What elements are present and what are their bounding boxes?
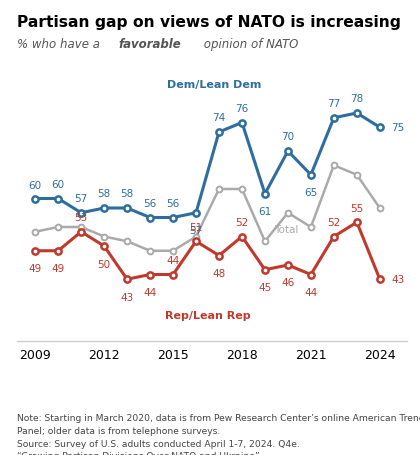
Text: 65: 65	[304, 188, 318, 198]
Text: Panel; older data is from telephone surveys.: Panel; older data is from telephone surv…	[17, 426, 220, 435]
Text: 43: 43	[121, 292, 134, 302]
Text: Note: Starting in March 2020, data is from Pew Research Center’s online American: Note: Starting in March 2020, data is fr…	[17, 413, 420, 422]
Text: 60: 60	[29, 181, 42, 191]
Text: 49: 49	[29, 263, 42, 273]
Text: 49: 49	[52, 263, 65, 273]
Text: 44: 44	[166, 255, 180, 265]
Text: 58: 58	[97, 189, 111, 199]
Text: 57: 57	[74, 193, 88, 203]
Text: 55: 55	[350, 203, 363, 213]
Text: favorable: favorable	[118, 38, 181, 51]
Text: Rep/Lean Rep: Rep/Lean Rep	[165, 310, 250, 320]
Text: 44: 44	[304, 288, 318, 298]
Text: 74: 74	[213, 113, 226, 123]
Text: 58: 58	[121, 189, 134, 199]
Text: 56: 56	[166, 198, 180, 208]
Text: 52: 52	[235, 217, 249, 228]
Text: 57: 57	[189, 226, 202, 236]
Text: Source: Survey of U.S. adults conducted April 1-7, 2024. Q4e.: Source: Survey of U.S. adults conducted …	[17, 439, 299, 448]
Text: opinion of NATO: opinion of NATO	[200, 38, 298, 51]
Text: Total: Total	[274, 225, 299, 235]
Text: 51: 51	[189, 222, 202, 232]
Text: 50: 50	[97, 259, 111, 269]
Text: 48: 48	[213, 268, 226, 278]
Text: 52: 52	[327, 217, 341, 228]
Text: 77: 77	[327, 99, 341, 109]
Text: 46: 46	[281, 278, 294, 288]
Text: 76: 76	[235, 104, 249, 114]
Text: % who have a: % who have a	[17, 38, 104, 51]
Text: 45: 45	[258, 283, 272, 293]
Text: 53: 53	[74, 212, 88, 222]
Text: 61: 61	[258, 207, 272, 217]
Text: 44: 44	[144, 288, 157, 298]
Text: 43: 43	[391, 275, 404, 285]
Text: Dem/Lean Dem: Dem/Lean Dem	[167, 80, 262, 90]
Text: 78: 78	[350, 94, 363, 104]
Text: Partisan gap on views of NATO is increasing: Partisan gap on views of NATO is increas…	[17, 15, 401, 30]
Text: “Growing Partisan Divisions Over NATO and Ukraine”: “Growing Partisan Divisions Over NATO an…	[17, 451, 260, 455]
Text: 60: 60	[52, 179, 65, 189]
Text: 70: 70	[281, 132, 294, 142]
Text: 56: 56	[144, 198, 157, 208]
Text: 75: 75	[391, 123, 404, 133]
